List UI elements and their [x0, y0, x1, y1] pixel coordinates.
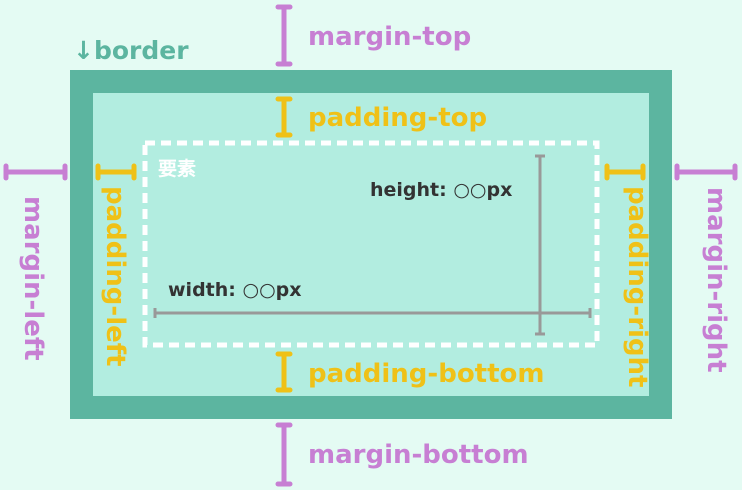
margin-bottom-marker: [275, 422, 293, 487]
padding-right-label: padding-right: [622, 186, 652, 388]
margin-left-marker: [3, 163, 68, 181]
padding-top-marker: [275, 96, 293, 138]
element-label: 要素: [158, 158, 197, 180]
width-dimension-line: [153, 308, 592, 318]
padding-area: [93, 93, 649, 396]
width-label: width: ○○px: [168, 279, 302, 301]
margin-right-label: margin-right: [701, 187, 731, 373]
margin-left-label: margin-left: [18, 196, 48, 361]
margin-right-marker: [674, 163, 738, 181]
border-label: ↓border: [73, 36, 189, 65]
padding-bottom-marker: [275, 351, 293, 393]
padding-top-label: padding-top: [308, 103, 488, 133]
margin-top-marker: [275, 4, 293, 67]
height-dimension-line: [535, 154, 545, 336]
padding-bottom-label: padding-bottom: [308, 359, 545, 389]
margin-bottom-label: margin-bottom: [308, 440, 529, 470]
padding-right-marker: [604, 163, 646, 181]
content-area: [142, 140, 600, 348]
padding-left-marker: [95, 163, 137, 181]
padding-left-label: padding-left: [100, 186, 130, 367]
margin-top-label: margin-top: [308, 22, 472, 52]
height-label: height: ○○px: [370, 179, 513, 201]
